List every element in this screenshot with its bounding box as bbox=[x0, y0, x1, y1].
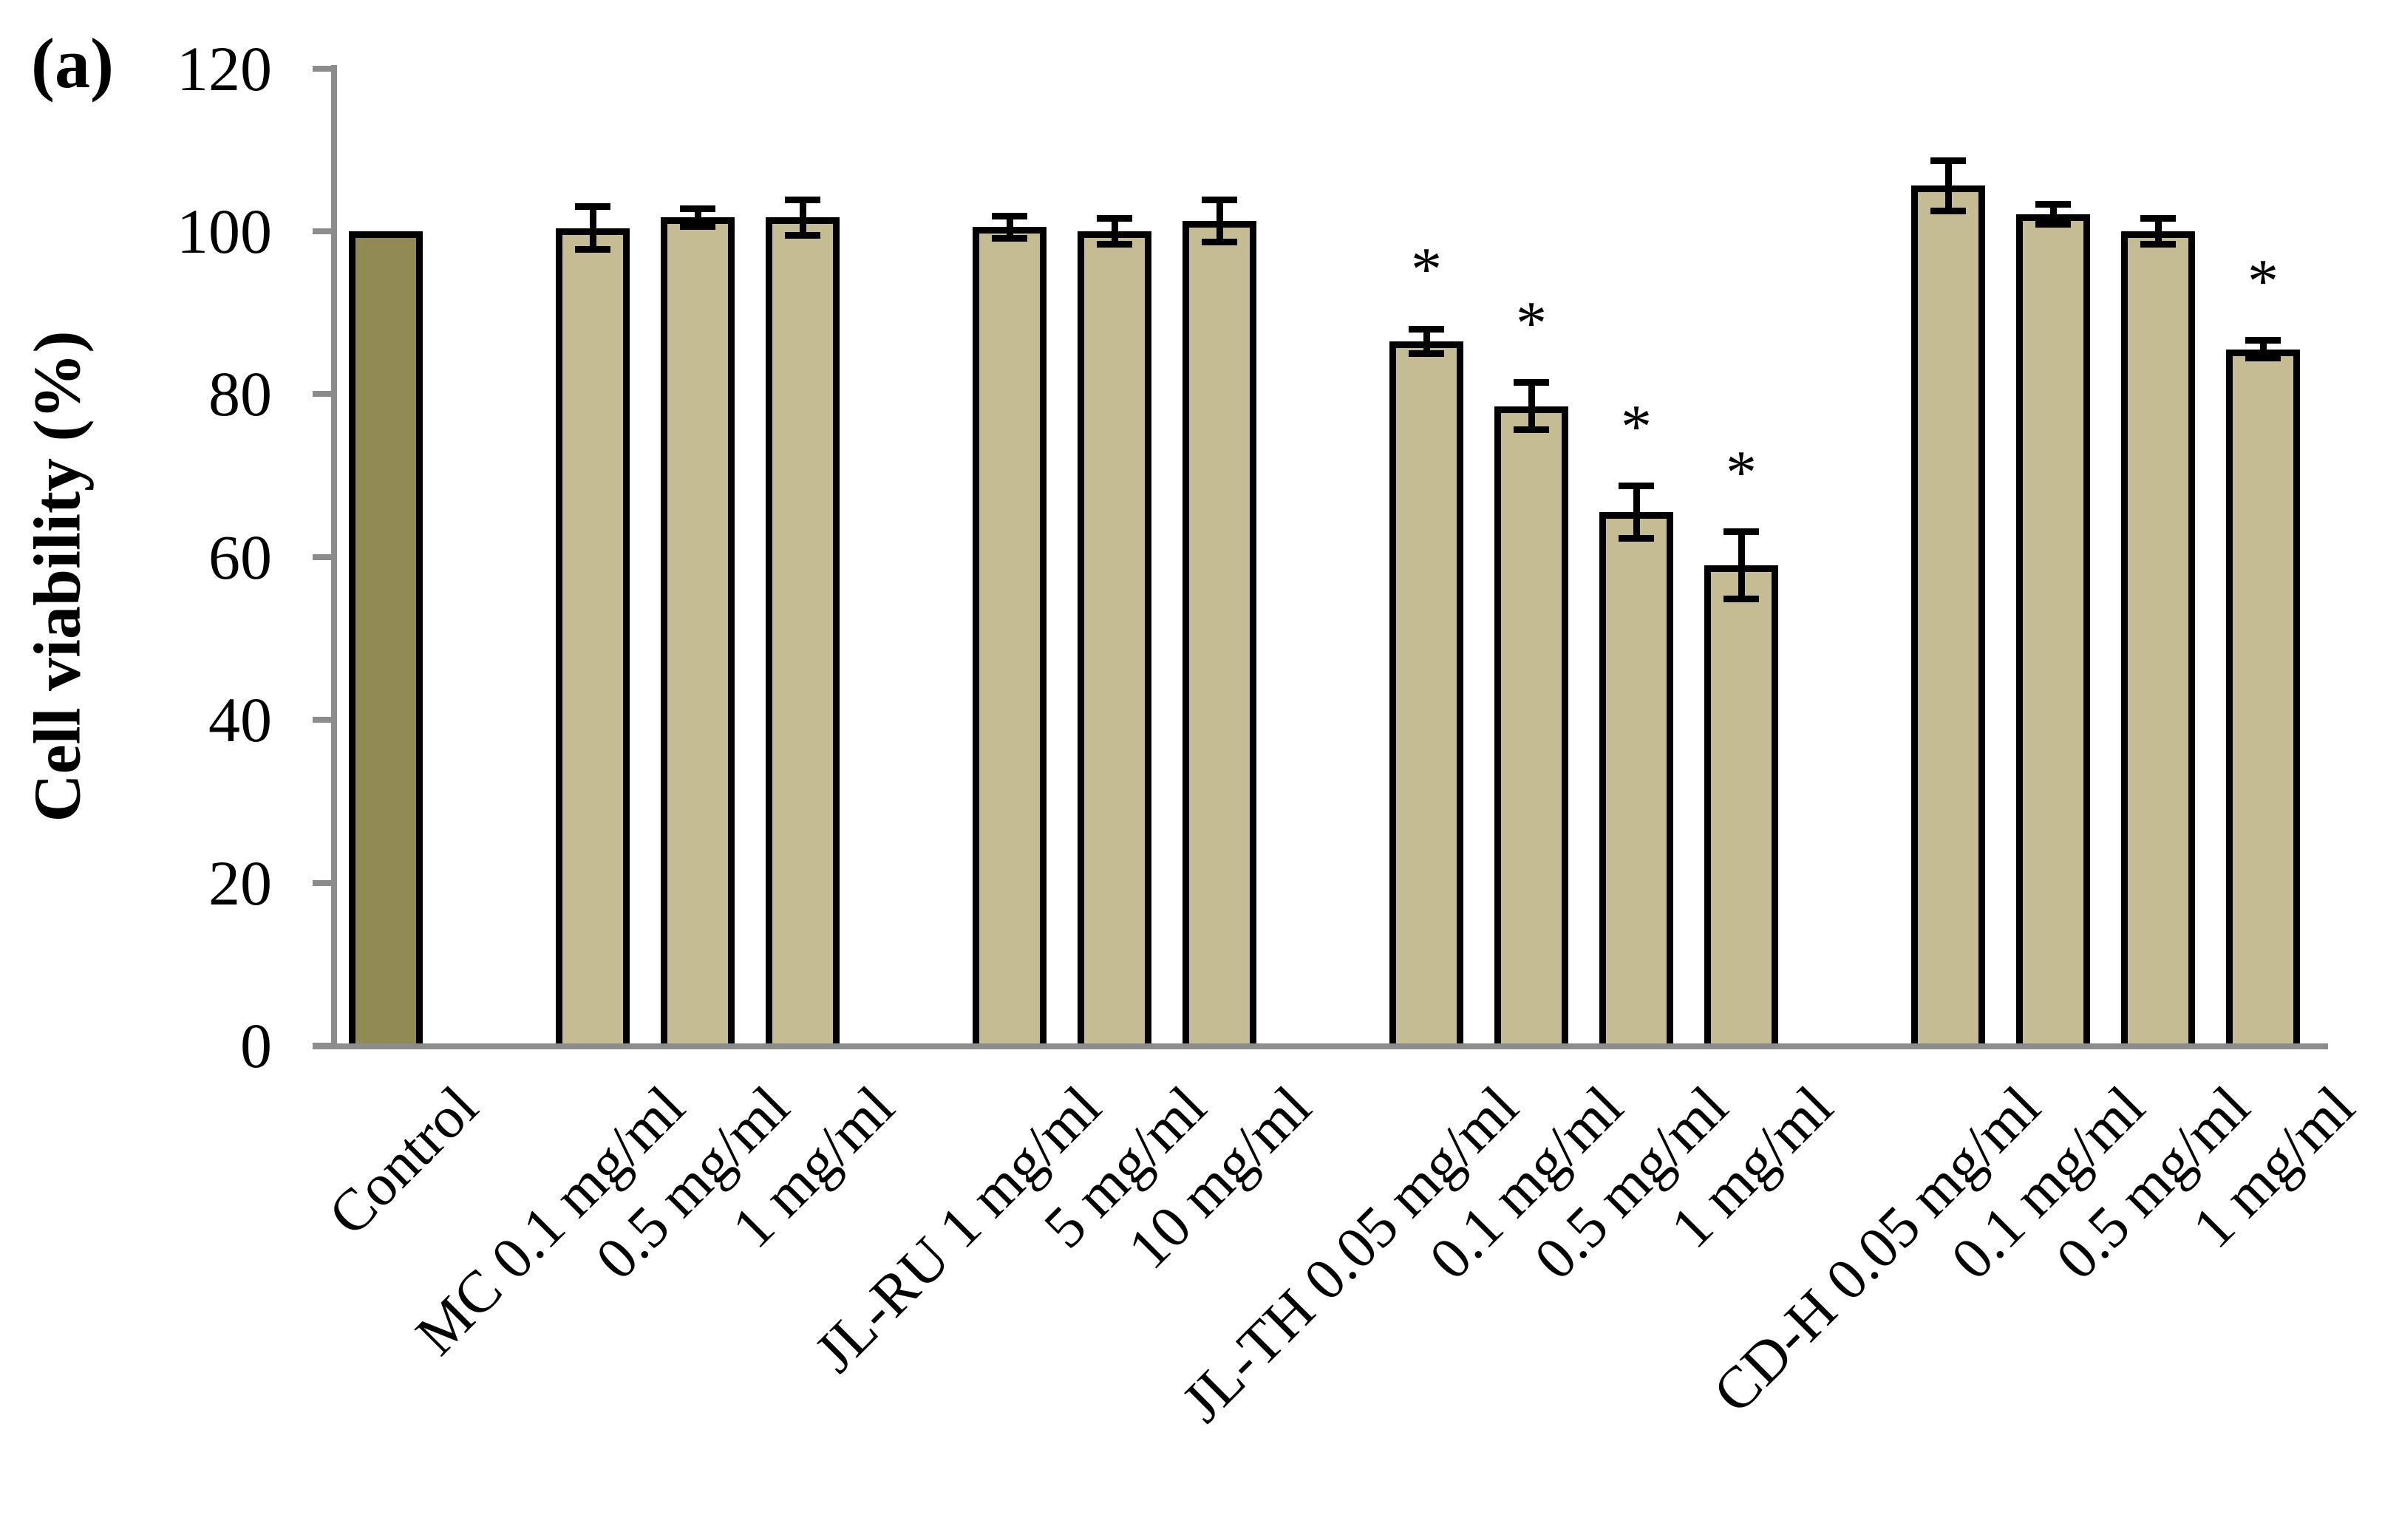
error-bar-cap-top-2 bbox=[680, 205, 715, 212]
bar-6 bbox=[1183, 220, 1256, 1044]
bar-4 bbox=[973, 227, 1047, 1044]
error-bar-cap-bottom-3 bbox=[785, 232, 820, 239]
significance-asterisk-14: * bbox=[2247, 246, 2279, 316]
error-bar-line-4 bbox=[1006, 216, 1013, 239]
significance-asterisk-7: * bbox=[1411, 235, 1442, 304]
error-bar-cap-bottom-8 bbox=[1514, 426, 1549, 434]
significance-asterisk-8: * bbox=[1516, 288, 1547, 358]
y-tick-label-20: 20 bbox=[208, 847, 272, 919]
error-bar-cap-bottom-11 bbox=[1930, 207, 1966, 214]
error-bar-line-12 bbox=[2049, 204, 2057, 225]
y-tick-40 bbox=[313, 717, 334, 723]
error-bar-cap-bottom-12 bbox=[2035, 220, 2071, 228]
y-tick-0 bbox=[313, 1043, 334, 1049]
y-axis-title: Cell viability (%) bbox=[21, 330, 95, 822]
error-bar-cap-bottom-1 bbox=[575, 245, 610, 253]
error-bar-cap-top-1 bbox=[575, 203, 610, 211]
bar-2 bbox=[661, 217, 735, 1044]
bar-control bbox=[349, 231, 423, 1044]
error-bar-cap-bottom-13 bbox=[2140, 241, 2176, 248]
error-bar-line-9 bbox=[1633, 485, 1640, 539]
error-bar-cap-top-7 bbox=[1409, 325, 1444, 333]
y-tick-label-120: 120 bbox=[177, 33, 272, 104]
error-bar-cap-top-13 bbox=[2140, 214, 2176, 222]
y-axis-line bbox=[331, 65, 337, 1049]
bar-10 bbox=[1704, 565, 1778, 1044]
error-bar-cap-bottom-10 bbox=[1723, 595, 1759, 602]
error-bar-line-7 bbox=[1423, 329, 1430, 354]
error-bar-line-10 bbox=[1738, 531, 1745, 599]
error-bar-cap-top-9 bbox=[1619, 483, 1654, 490]
error-bar-line-5 bbox=[1111, 218, 1118, 245]
bar-8 bbox=[1494, 406, 1568, 1044]
error-bar-cap-bottom-4 bbox=[992, 235, 1027, 242]
error-bar-cap-top-11 bbox=[1930, 157, 1966, 164]
x-axis-line bbox=[313, 1043, 2328, 1049]
bar-5 bbox=[1078, 231, 1151, 1044]
x-tick-label-0: Control bbox=[316, 1074, 490, 1248]
error-bar-cap-bottom-9 bbox=[1619, 534, 1654, 542]
error-bar-cap-top-6 bbox=[1202, 196, 1237, 203]
error-bar-cap-top-3 bbox=[785, 196, 820, 203]
error-bar-line-14 bbox=[2259, 340, 2267, 358]
error-bar-cap-top-4 bbox=[992, 212, 1027, 219]
error-bar-cap-top-14 bbox=[2245, 337, 2281, 344]
bar-7 bbox=[1389, 341, 1463, 1044]
error-bar-cap-bottom-2 bbox=[680, 222, 715, 230]
error-bar-cap-bottom-14 bbox=[2245, 355, 2281, 362]
bar-1 bbox=[556, 228, 630, 1044]
y-tick-label-40: 40 bbox=[208, 684, 272, 756]
y-tick-label-80: 80 bbox=[208, 358, 272, 430]
bar-11 bbox=[1911, 185, 1985, 1044]
error-bar-line-11 bbox=[1944, 160, 1952, 211]
error-bar-cap-top-8 bbox=[1514, 379, 1549, 386]
bar-12 bbox=[2016, 214, 2090, 1044]
y-tick-100 bbox=[313, 228, 334, 234]
panel-label: (a) bbox=[31, 24, 114, 103]
error-bar-line-2 bbox=[694, 208, 701, 227]
bar-9 bbox=[1599, 512, 1673, 1044]
y-tick-20 bbox=[313, 879, 334, 886]
y-tick-120 bbox=[313, 65, 334, 72]
y-tick-label-0: 0 bbox=[240, 1010, 272, 1081]
bar-13 bbox=[2121, 231, 2195, 1044]
error-bar-line-6 bbox=[1216, 200, 1223, 242]
bar-14 bbox=[2226, 349, 2300, 1044]
y-tick-80 bbox=[313, 391, 334, 398]
error-bar-cap-top-10 bbox=[1723, 528, 1759, 536]
y-tick-60 bbox=[313, 553, 334, 560]
error-bar-cap-bottom-7 bbox=[1409, 350, 1444, 357]
error-bar-line-3 bbox=[799, 200, 806, 236]
error-bar-cap-top-12 bbox=[2035, 201, 2071, 208]
y-tick-label-60: 60 bbox=[208, 521, 272, 593]
error-bar-line-8 bbox=[1528, 382, 1535, 430]
significance-asterisk-9: * bbox=[1621, 392, 1652, 461]
significance-asterisk-10: * bbox=[1726, 437, 1757, 507]
bar-3 bbox=[766, 217, 840, 1044]
y-tick-label-100: 100 bbox=[177, 196, 272, 267]
error-bar-line-13 bbox=[2154, 218, 2162, 245]
error-bar-cap-bottom-5 bbox=[1097, 241, 1132, 248]
error-bar-cap-bottom-6 bbox=[1202, 238, 1237, 245]
error-bar-cap-top-5 bbox=[1097, 214, 1132, 222]
error-bar-line-1 bbox=[589, 206, 596, 250]
